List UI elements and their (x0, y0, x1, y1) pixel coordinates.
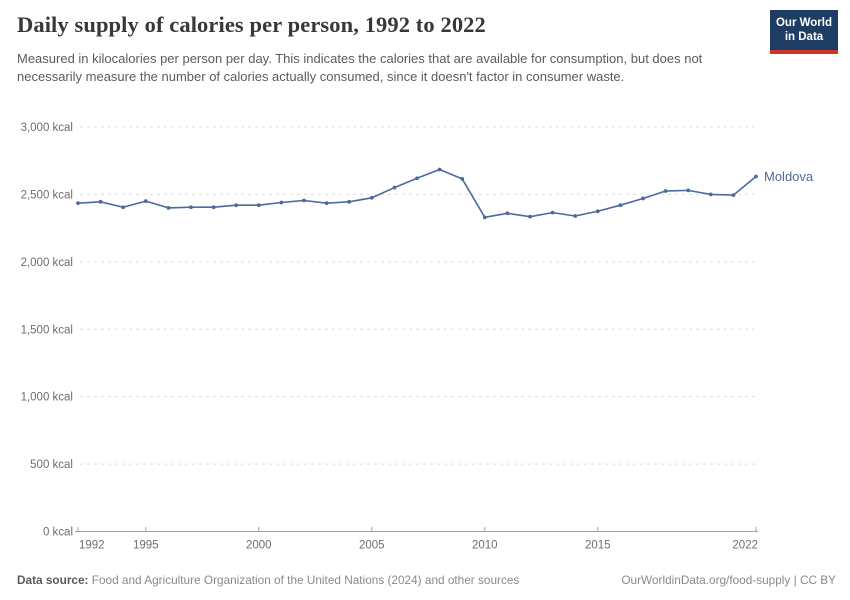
data-point (573, 214, 578, 218)
y-axis-label: 2,500 kcal (21, 189, 73, 201)
owid-logo-line1: Our World (775, 17, 832, 29)
series-label: Moldova (764, 169, 814, 184)
data-point (324, 201, 329, 206)
data-point (211, 205, 216, 210)
y-axis-label: 2,000 kcal (21, 257, 73, 269)
data-source: Data source: Food and Agriculture Organi… (17, 573, 519, 587)
data-point (708, 192, 713, 197)
footer-link[interactable]: OurWorldinData.org/food-supply | CC BY (621, 573, 836, 587)
y-axis-label: 3,000 kcal (21, 122, 73, 134)
data-point (302, 198, 306, 203)
data-point (595, 209, 600, 214)
data-point (98, 199, 103, 204)
y-axis-label: 1,500 kcal (21, 324, 73, 336)
data-point (369, 195, 374, 200)
x-axis-label: 2000 (246, 540, 272, 552)
data-point (731, 193, 736, 197)
x-axis-label: 2005 (359, 540, 385, 552)
x-axis-label: 2010 (472, 540, 498, 552)
chart-footer: Data source: Food and Agriculture Organi… (17, 573, 836, 587)
data-point (392, 185, 397, 190)
data-point (686, 188, 691, 193)
data-point (76, 201, 80, 206)
y-axis-label: 500 kcal (30, 459, 73, 471)
data-point (189, 205, 193, 210)
data-point (663, 189, 668, 193)
data-point (505, 211, 510, 216)
x-axis-label: 2022 (732, 540, 758, 552)
data-point (347, 199, 352, 204)
data-point (754, 174, 758, 179)
owid-logo-line2: in Data (784, 31, 824, 44)
chart-title: Daily supply of calories per person, 199… (17, 12, 486, 37)
owid-logo[interactable]: Our World in Data (770, 10, 838, 54)
x-axis-label: 2015 (585, 540, 611, 552)
data-source-text: Food and Agriculture Organization of the… (91, 573, 520, 587)
data-point (641, 196, 645, 201)
chart-subtitle: Measured in kilocalories per person per … (17, 51, 703, 84)
y-axis-label: 1,000 kcal (21, 392, 73, 404)
data-point (279, 200, 284, 205)
data-point (460, 177, 465, 181)
data-point (121, 205, 126, 210)
data-point (143, 199, 148, 204)
data-source-label: Data source: (17, 573, 89, 587)
data-point (482, 215, 487, 220)
data-point (437, 167, 442, 172)
series-line (77, 168, 757, 219)
data-point (415, 176, 419, 181)
x-axis-label: 1995 (133, 540, 159, 552)
y-axis-label: 0 kcal (43, 527, 73, 539)
data-point (166, 206, 171, 210)
data-point (550, 210, 555, 215)
data-point (256, 203, 261, 208)
data-point (528, 214, 532, 219)
data-point (618, 203, 623, 208)
x-axis-label: 1992 (79, 540, 105, 552)
data-point (234, 203, 239, 208)
